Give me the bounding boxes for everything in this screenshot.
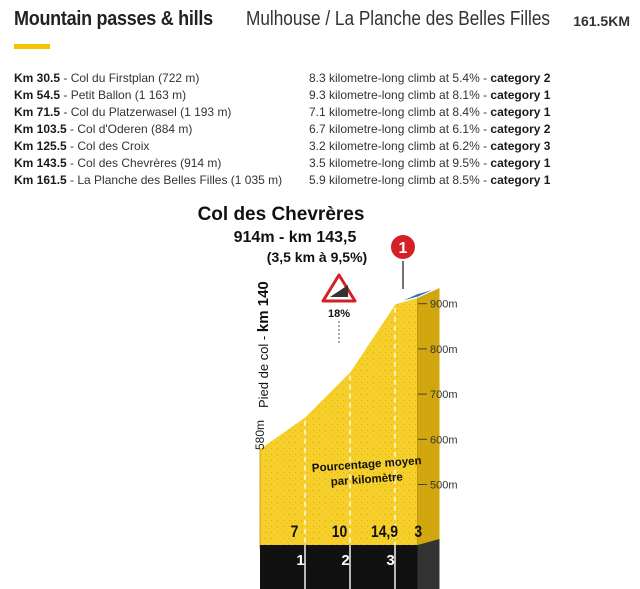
warning-icon (321, 273, 357, 303)
base-label: Pied de col - km 140 (255, 281, 272, 408)
climb-name: - Petit Ballon (1 163 m) (60, 88, 187, 102)
y-tick-label: 600m (430, 434, 458, 446)
climb-km: Km 125.5 (14, 139, 67, 153)
climb-description: 7.1 kilometre-long climb at 8.4% - categ… (309, 104, 550, 121)
header: Mountain passes & hills Mulhouse / La Pl… (14, 8, 630, 36)
climb-km: Km 54.5 (14, 88, 61, 102)
profile-base-side (417, 539, 440, 589)
climb-description: 9.3 kilometre-long climb at 8.1% - categ… (309, 87, 550, 104)
profile-side (417, 287, 440, 549)
climb-category: category 3 (490, 139, 551, 153)
climb-description: 6.7 kilometre-long climb at 6.1% - categ… (309, 121, 550, 138)
category-marker-label: 1 (399, 240, 408, 257)
climb-category: category 2 (490, 71, 551, 85)
climb-category: category 1 (490, 156, 551, 170)
climb-km: Km 161.5 (14, 173, 67, 187)
climb-km: Km 143.5 (14, 156, 67, 170)
climb-row: Km 71.5 - Col du Platzerwasel (1 193 m) … (14, 104, 634, 121)
y-tick-label: 900m (430, 299, 458, 311)
profile-edge (259, 296, 418, 449)
base-label-text: Pied de col - (256, 332, 271, 408)
climb-description-text: 6.7 kilometre-long climb at 6.1% - (309, 122, 491, 136)
climb-profile-chart: Col des Chevrères 914m - km 143,5 (3,5 k… (198, 204, 458, 589)
climb-km: Km 30.5 (14, 71, 61, 85)
max-gradient-label: 18% (328, 308, 350, 320)
climb-description-text: 9.3 kilometre-long climb at 8.1% - (309, 88, 491, 102)
stage-distance: 161.5KM (573, 13, 630, 29)
climb-description: 5.9 kilometre-long climb at 8.5% - categ… (309, 172, 550, 189)
chart-title: Col des Chevrères (198, 204, 365, 225)
climb-km: Km 103.5 (14, 122, 67, 136)
km-number: 1 (296, 552, 304, 569)
gradient-label: 7 (291, 523, 299, 542)
y-tick-label: 800m (430, 344, 458, 356)
climb-category: category 1 (490, 88, 551, 102)
stage-route: Mulhouse / La Planche des Belles Filles (246, 8, 551, 30)
climb-name: - Col du Firstplan (722 m) (60, 71, 200, 85)
profile-base (260, 545, 418, 589)
profile-front (259, 296, 418, 550)
start-elevation-label: 580m (253, 420, 267, 450)
climb-row: Km 103.5 - Col d'Oderen (884 m) 6.7 kilo… (14, 121, 634, 138)
accent-bar (14, 44, 50, 49)
climb-name: - La Planche des Belles Filles (1 035 m) (66, 173, 283, 187)
climb-row: Km 30.5 - Col du Firstplan (722 m) 8.3 k… (14, 70, 634, 87)
climb-description: 3.5 kilometre-long climb at 9.5% - categ… (309, 155, 550, 172)
climb-description: 3.2 kilometre-long climb at 6.2% - categ… (309, 138, 550, 155)
climb-row: Km 143.5 - Col des Chevrères (914 m) 3.5… (14, 155, 634, 172)
category-marker-icon (389, 233, 417, 261)
climb-row: Km 54.5 - Petit Ballon (1 163 m) 9.3 kil… (14, 87, 634, 104)
climb-row: Km 161.5 - La Planche des Belles Filles … (14, 172, 634, 189)
climb-km: Km 71.5 (14, 105, 61, 119)
climb-category: category 1 (490, 105, 551, 119)
km-number: 2 (341, 552, 349, 569)
y-tick-label: 700m (430, 389, 458, 401)
page-title: Mountain passes & hills (14, 8, 213, 30)
climb-name: - Col des Croix (66, 139, 150, 153)
climb-name: - Col d'Oderen (884 m) (66, 122, 193, 136)
climb-description: 8.3 kilometre-long climb at 5.4% - categ… (309, 70, 550, 87)
gradient-label: 10 (332, 523, 347, 542)
profile-body (259, 286, 440, 589)
profile-overlay: 1 2 37 10 14,9 3500m600m700m800m900mPourcenta… (253, 233, 458, 569)
climb-name: - Col des Chevrères (914 m) (66, 156, 222, 170)
gradient-label: 3 (414, 523, 422, 542)
climb-description-text: 5.9 kilometre-long climb at 8.5% - (309, 173, 491, 187)
km-number: 3 (386, 552, 394, 569)
climb-category: category 1 (490, 173, 551, 187)
slope-glyph (330, 285, 348, 297)
climb-row: Km 125.5 - Col des Croix 3.2 kilometre-l… (14, 138, 634, 155)
climb-description-text: 8.3 kilometre-long climb at 5.4% - (309, 71, 491, 85)
climb-name: - Col du Platzerwasel (1 193 m) (60, 105, 232, 119)
gradient-label: 14,9 (371, 523, 398, 542)
legend-line: par kilomètre (330, 472, 403, 489)
climb-description-text: 3.2 kilometre-long climb at 6.2% - (309, 139, 491, 153)
chart-subtitle: 914m - km 143,5 (234, 229, 357, 246)
climb-description-text: 7.1 kilometre-long climb at 8.4% - (309, 105, 491, 119)
chart-subtitle-gradient: (3,5 km à 9,5%) (267, 249, 367, 265)
y-tick-label: 500m (430, 480, 458, 492)
base-km: km 140 (255, 281, 272, 332)
climb-category: category 2 (490, 122, 551, 136)
climb-list: Km 30.5 - Col du Firstplan (722 m) 8.3 k… (14, 70, 634, 189)
climb-description-text: 3.5 kilometre-long climb at 9.5% - (309, 156, 491, 170)
